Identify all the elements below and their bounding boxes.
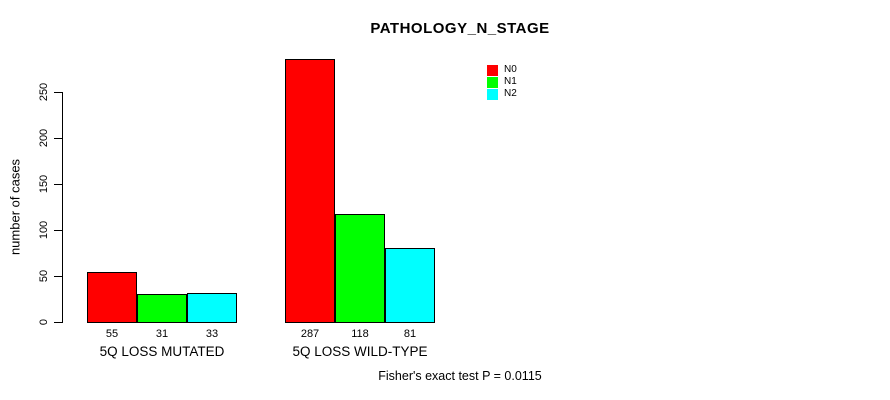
bar-value-label: 118 bbox=[351, 328, 369, 340]
y-tick-label: 200 bbox=[38, 128, 50, 148]
bar-n0-1 bbox=[87, 272, 137, 323]
y-tick-label: 100 bbox=[38, 220, 50, 240]
y-tick-label: 0 bbox=[38, 318, 50, 326]
bar-value-label: 55 bbox=[105, 328, 119, 340]
y-axis-line bbox=[62, 92, 63, 323]
bar-value-label: 287 bbox=[300, 328, 320, 340]
legend-swatch-n0 bbox=[487, 65, 498, 76]
y-tick bbox=[54, 230, 62, 231]
legend-label: N2 bbox=[504, 88, 517, 99]
y-tick bbox=[54, 138, 62, 139]
bar-n2-1 bbox=[187, 293, 237, 323]
bar-value-label: 31 bbox=[155, 328, 169, 340]
legend-swatch-n2 bbox=[487, 89, 498, 100]
y-tick-label: 250 bbox=[38, 82, 50, 102]
y-tick bbox=[54, 276, 62, 277]
bar-n1-1 bbox=[137, 294, 187, 323]
y-tick-label: 150 bbox=[38, 174, 50, 194]
bar-value-label: 81 bbox=[403, 328, 417, 340]
legend-label: N1 bbox=[504, 76, 517, 87]
y-tick bbox=[54, 184, 62, 185]
legend-label: N0 bbox=[504, 64, 517, 75]
group-label: 5Q LOSS WILD-TYPE bbox=[292, 344, 428, 359]
y-tick bbox=[54, 92, 62, 93]
y-tick bbox=[54, 322, 62, 323]
group-label: 5Q LOSS MUTATED bbox=[99, 344, 225, 359]
y-axis-title: number of cases bbox=[7, 158, 23, 256]
bar-value-label: 33 bbox=[205, 328, 219, 340]
legend-swatch-n1 bbox=[487, 77, 498, 88]
y-tick-label: 50 bbox=[38, 269, 50, 283]
chart-title: PATHOLOGY_N_STAGE bbox=[370, 20, 550, 37]
bar-n2-2 bbox=[385, 248, 435, 323]
bar-n1-2 bbox=[335, 214, 385, 323]
footnote-text: Fisher's exact test P = 0.0115 bbox=[378, 369, 542, 383]
bar-n0-2 bbox=[285, 59, 335, 323]
